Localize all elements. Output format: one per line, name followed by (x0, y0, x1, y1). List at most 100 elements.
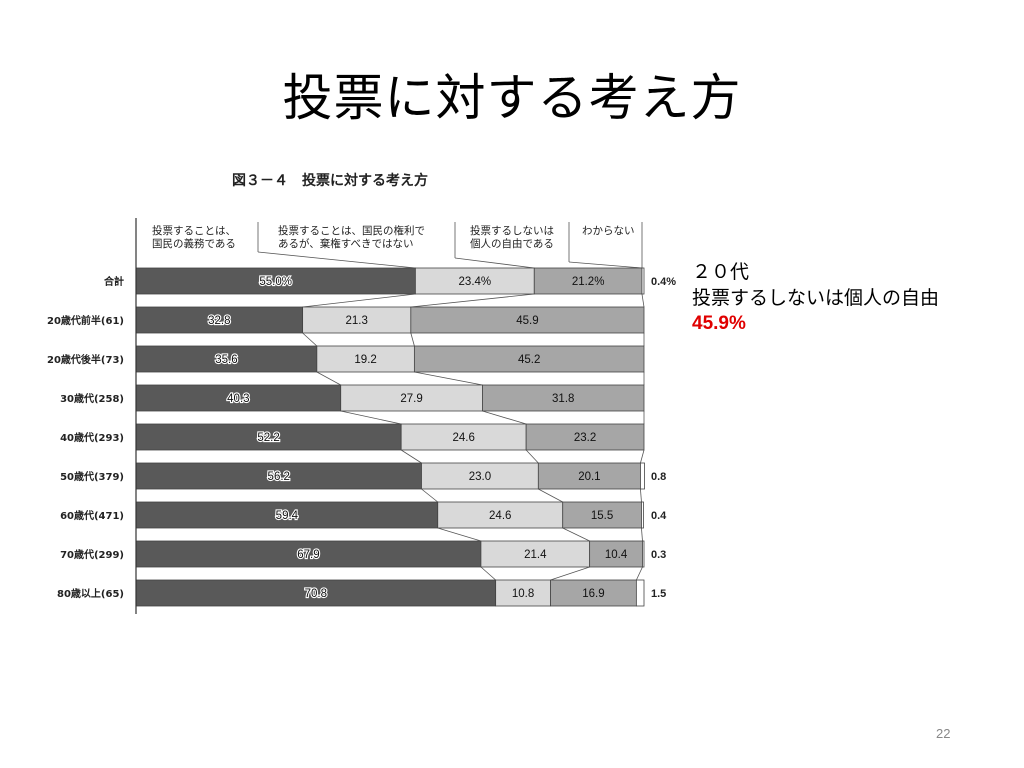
data-label: 1.5 (651, 588, 666, 600)
connector-line (302, 332, 318, 347)
data-label: 24.6 (489, 510, 511, 522)
bar-segment (641, 267, 645, 295)
data-label: 55.0% (259, 276, 292, 288)
bar-segment (135, 306, 304, 334)
bar-segment (635, 579, 645, 607)
data-label: 24.6 (452, 432, 474, 444)
bar-segment (640, 462, 645, 490)
legend-connector (454, 257, 535, 269)
data-label: 31.8 (552, 393, 574, 405)
legend-label: 投票するしないは (470, 224, 554, 237)
bar-segment (135, 423, 402, 451)
data-label: 0.3 (651, 549, 666, 561)
bar-segment (414, 267, 535, 295)
bar-segment (482, 384, 645, 412)
chart-title: 図３－４ 投票に対する考え方 (232, 173, 428, 189)
data-label: 56.2 (268, 471, 290, 483)
page-number: 22 (936, 726, 951, 741)
data-label: 0.4 (651, 510, 667, 522)
bar-segment (533, 267, 643, 295)
legend-label: 投票することは、国民の権利で (278, 224, 425, 237)
bar-segment (562, 501, 642, 529)
data-label: 21.2% (572, 276, 605, 288)
slide-title: 投票に対する考え方 (282, 69, 742, 127)
connector-line (641, 293, 645, 308)
category-label: 20歳代後半(73) (47, 353, 124, 366)
connector-line (437, 527, 482, 542)
bar-segment (316, 345, 415, 373)
data-label: 21.3 (346, 315, 368, 327)
bar-segment (525, 423, 645, 451)
category-label: 20歳代前半(61) (47, 314, 124, 327)
data-label: 52.2 (257, 432, 279, 444)
bar-segment (421, 462, 539, 490)
data-label: 21.4 (524, 549, 547, 561)
connector-line (410, 293, 535, 308)
bar-segment (589, 540, 643, 568)
connector-line (480, 566, 496, 581)
data-label: 16.9 (582, 588, 604, 600)
callout-note: ２０代 投票するしないは個人の自由 45.9% (692, 259, 939, 337)
connector-line (550, 566, 590, 581)
data-label: 15.5 (591, 510, 613, 522)
connector-line (640, 449, 645, 464)
connector-line (525, 449, 539, 464)
connector-line (410, 332, 415, 347)
connector-line (641, 527, 643, 542)
connector-line (640, 488, 642, 503)
bar-segment (400, 423, 527, 451)
connector-line (421, 488, 439, 503)
data-label: 20.1 (578, 471, 600, 483)
category-label: 40歳代(293) (60, 431, 124, 444)
bar-segment (135, 501, 439, 529)
note-age: ２０代 (692, 261, 750, 283)
bar-segment (437, 501, 564, 529)
bar-segment (550, 579, 637, 607)
data-label: 32.8 (208, 315, 230, 327)
category-label: 60歳代(471) (60, 509, 124, 522)
category-label: 70歳代(299) (60, 548, 124, 561)
connector-line (636, 566, 643, 581)
data-label: 23.2 (574, 432, 596, 444)
connector-line (538, 488, 563, 503)
data-label: 67.9 (297, 549, 319, 561)
legend-connector (568, 261, 643, 269)
data-label: 0.4% (651, 276, 676, 288)
note-opinion: 投票するしないは個人の自由 (692, 287, 940, 309)
bar-segment (135, 267, 416, 295)
bar-segment (410, 306, 645, 334)
data-label: 23.0 (469, 471, 491, 483)
data-label: 23.4% (459, 276, 492, 288)
connector-line (414, 371, 483, 386)
data-label: 27.9 (400, 393, 422, 405)
legend-label: わからない (582, 225, 635, 237)
data-label: 45.2 (518, 354, 540, 366)
note-percentage: 45.9% (692, 313, 746, 334)
connector-line (316, 371, 341, 386)
legend-connector (257, 251, 416, 269)
category-label: 合計 (103, 275, 124, 288)
connector-line (562, 527, 590, 542)
data-label: 19.2 (354, 354, 376, 366)
legend-label: 国民の義務である (152, 237, 236, 250)
bar-segment (340, 384, 483, 412)
bar-segment (480, 540, 591, 568)
data-label: 70.8 (305, 588, 327, 600)
connector-line (482, 410, 527, 425)
legend-label: あるが、棄権すべきではない (278, 237, 414, 250)
category-label: 30歳代(258) (60, 392, 124, 405)
category-label: 50歳代(379) (60, 470, 124, 483)
data-label: 45.9 (516, 315, 538, 327)
data-label: 10.4 (605, 549, 628, 561)
bar-segment (642, 540, 645, 568)
bar-segment (135, 462, 422, 490)
bar-segment (413, 345, 645, 373)
legend-label: 個人の自由である (470, 237, 554, 250)
connector-line (340, 410, 402, 425)
bar-segment (641, 501, 644, 529)
bar-segment (135, 540, 482, 568)
category-label: 80歳以上(65) (57, 587, 124, 600)
data-label: 10.8 (512, 588, 534, 600)
data-label: 35.6 (215, 354, 237, 366)
